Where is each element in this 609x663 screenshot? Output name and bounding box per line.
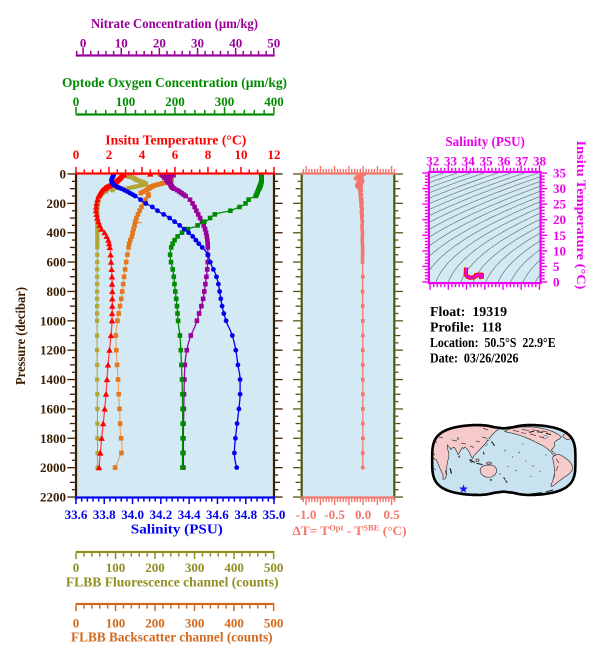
svg-text:300: 300	[185, 616, 205, 631]
svg-text:10: 10	[235, 147, 248, 162]
svg-text:34.0: 34.0	[121, 507, 144, 522]
svg-text:0: 0	[553, 275, 560, 290]
svg-text:8: 8	[205, 147, 212, 162]
svg-text:Salinity (PSU): Salinity (PSU)	[131, 522, 223, 537]
svg-text:-1.0: -1.0	[296, 507, 317, 522]
svg-text:500: 500	[264, 616, 284, 631]
svg-text:Location: 50.5°S 22.9°E: Location: 50.5°S 22.9°E	[430, 336, 556, 351]
svg-text:30: 30	[553, 181, 566, 196]
svg-text:2200: 2200	[40, 490, 66, 505]
svg-text:34.8: 34.8	[234, 507, 257, 522]
svg-text:200: 200	[145, 560, 165, 575]
svg-text:400: 400	[47, 225, 67, 240]
svg-text:0.5: 0.5	[383, 507, 400, 522]
svg-text:38: 38	[533, 154, 547, 169]
svg-text:2000: 2000	[40, 460, 66, 475]
svg-text:0: 0	[60, 167, 67, 182]
svg-text:37: 37	[515, 154, 529, 169]
svg-text:35: 35	[480, 154, 494, 169]
svg-text:300: 300	[215, 94, 235, 109]
svg-text:40: 40	[229, 36, 242, 51]
svg-text:FLBB Fluorescence channel (cou: FLBB Fluorescence channel (counts)	[66, 574, 279, 589]
svg-text:1800: 1800	[40, 431, 66, 446]
svg-text:100: 100	[106, 616, 126, 631]
svg-text:30: 30	[191, 36, 204, 51]
svg-text:6: 6	[172, 147, 179, 162]
svg-text:200: 200	[145, 616, 165, 631]
svg-text:1000: 1000	[40, 313, 66, 328]
svg-text:0: 0	[73, 560, 80, 575]
svg-text:0: 0	[73, 616, 80, 631]
svg-text:Optode Oxygen Concentration (µ: Optode Oxygen Concentration (µm/kg)	[62, 75, 287, 90]
svg-text:1600: 1600	[40, 401, 66, 416]
svg-text:100: 100	[116, 94, 136, 109]
svg-text:50: 50	[267, 36, 280, 51]
svg-text:1200: 1200	[40, 343, 66, 358]
svg-text:ΔT= TOpt - TSBE (°C): ΔT= TOpt - TSBE (°C)	[293, 523, 407, 539]
svg-text:33: 33	[444, 154, 458, 169]
svg-text:Salinity (PSU): Salinity (PSU)	[445, 134, 525, 149]
svg-text:0: 0	[80, 36, 87, 51]
svg-text:FLBB Backscatter channel (coun: FLBB Backscatter channel (counts)	[71, 630, 273, 645]
svg-text:20: 20	[153, 36, 166, 51]
svg-text:300: 300	[185, 560, 205, 575]
svg-text:33.8: 33.8	[93, 507, 116, 522]
svg-text:34.2: 34.2	[150, 507, 173, 522]
svg-text:10: 10	[553, 243, 566, 258]
svg-text:400: 400	[264, 94, 284, 109]
svg-text:20: 20	[553, 212, 566, 227]
svg-text:25: 25	[553, 197, 567, 212]
svg-text:0: 0	[73, 147, 80, 162]
svg-text:1400: 1400	[40, 372, 66, 387]
svg-text:Float: 19319: Float: 19319	[430, 305, 507, 320]
svg-text:Insitu Temperature (°C): Insitu Temperature (°C)	[574, 141, 588, 290]
svg-text:Profile: 118: Profile: 118	[430, 321, 502, 336]
svg-text:36: 36	[497, 154, 511, 169]
svg-text:32: 32	[426, 154, 439, 169]
svg-text:12: 12	[268, 147, 281, 162]
svg-text:34.4: 34.4	[178, 507, 201, 522]
svg-text:200: 200	[165, 94, 185, 109]
svg-text:200: 200	[47, 196, 67, 211]
svg-text:100: 100	[106, 560, 126, 575]
svg-text:0.0: 0.0	[355, 507, 371, 522]
svg-text:2: 2	[106, 147, 113, 162]
svg-text:Date: 03/26/2026: Date: 03/26/2026	[430, 352, 519, 367]
svg-text:34.6: 34.6	[206, 507, 229, 522]
svg-text:400: 400	[224, 560, 244, 575]
svg-text:-0.5: -0.5	[324, 507, 345, 522]
svg-text:33.6: 33.6	[65, 507, 88, 522]
svg-text:15: 15	[553, 228, 567, 243]
svg-text:34: 34	[462, 154, 476, 169]
svg-text:800: 800	[47, 284, 67, 299]
svg-text:600: 600	[47, 255, 67, 270]
svg-text:5: 5	[553, 259, 560, 274]
svg-text:Insitu Temperature (°C): Insitu Temperature (°C)	[105, 133, 246, 148]
svg-text:0: 0	[73, 94, 80, 109]
svg-text:35.0: 35.0	[263, 507, 286, 522]
svg-text:500: 500	[264, 560, 284, 575]
svg-text:400: 400	[224, 616, 244, 631]
svg-text:Pressure (decibar): Pressure (decibar)	[13, 287, 28, 385]
svg-text:35: 35	[553, 166, 567, 181]
svg-text:Nitrate Concentration (µm/kg): Nitrate Concentration (µm/kg)	[91, 16, 258, 31]
svg-text:10: 10	[115, 36, 128, 51]
svg-text:4: 4	[139, 147, 146, 162]
